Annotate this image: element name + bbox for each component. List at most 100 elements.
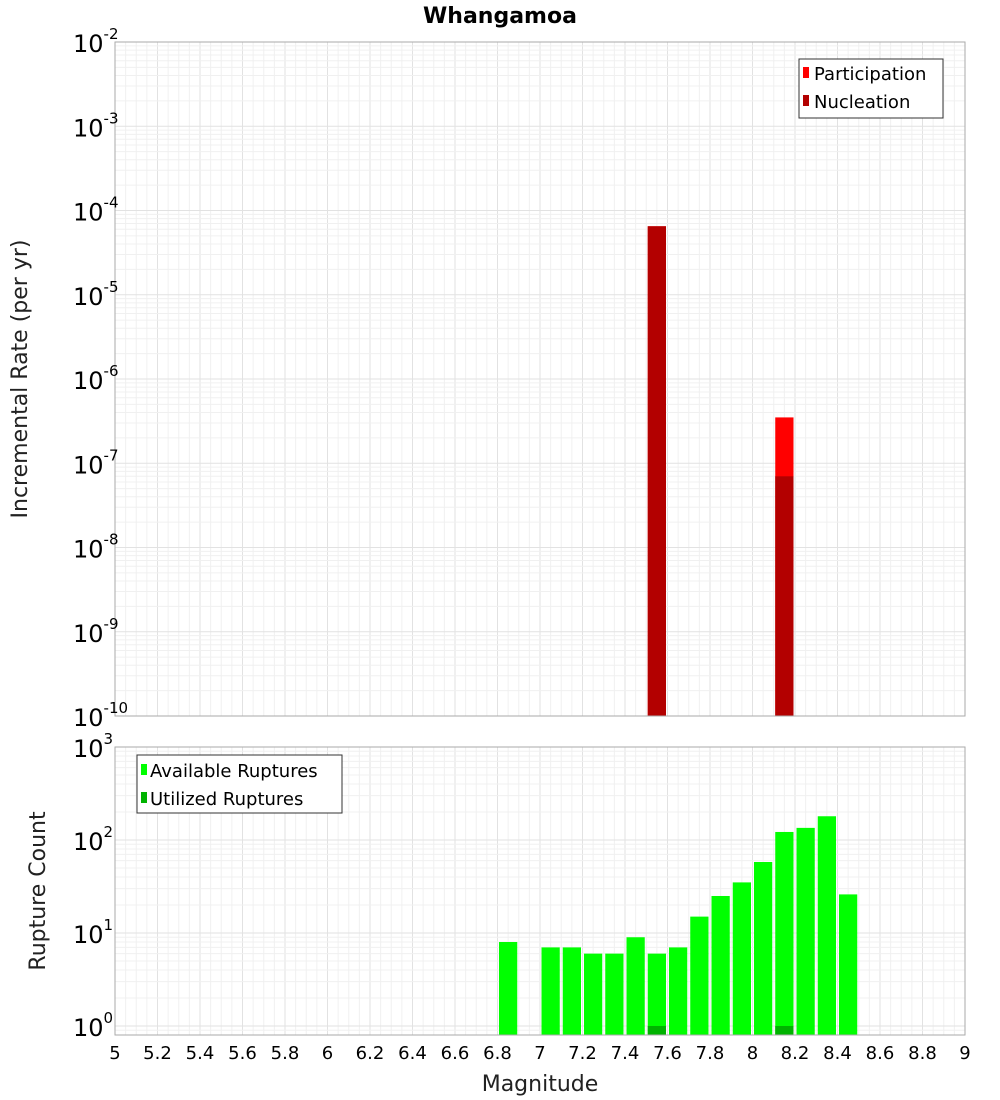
tick-base: 10 [73, 536, 104, 564]
tick-base: 10 [73, 114, 104, 142]
x-tick-label: 6.2 [356, 1043, 385, 1064]
count-y-tick-label: 101 [73, 916, 113, 949]
legend-label-available: Available Ruptures [150, 761, 318, 782]
rate-y-tick-label: 10-7 [73, 446, 119, 479]
x-tick-label: 8.8 [908, 1043, 937, 1064]
x-tick-label: 6.4 [398, 1043, 427, 1064]
count-y-tick-label: 102 [73, 823, 113, 856]
tick-base: 10 [73, 921, 104, 949]
tick-base: 10 [73, 451, 104, 479]
tick-exponent: -6 [104, 362, 119, 380]
bar-nucleation [775, 476, 794, 716]
count-plot-frame [114, 746, 966, 1036]
tick-exponent: -5 [104, 278, 119, 296]
tick-base: 10 [73, 199, 104, 227]
x-tick-label: 5.6 [228, 1043, 257, 1064]
bar-available-ruptures [817, 816, 836, 1035]
rate-y-tick-label: 10-4 [73, 194, 119, 227]
rate-y-tick-label: 10-6 [73, 362, 119, 395]
count-bars [499, 816, 858, 1035]
x-tick-label: 7.6 [653, 1043, 682, 1064]
rate-grid [114, 41, 966, 717]
x-tick-label: 8.4 [823, 1043, 852, 1064]
x-tick-label: 7.8 [696, 1043, 725, 1064]
bar-utilized-ruptures [647, 1025, 666, 1035]
tick-base: 10 [73, 1014, 104, 1042]
x-tick-label: 6.6 [441, 1043, 470, 1064]
count-legend: Available Ruptures Utilized Ruptures [136, 754, 343, 814]
tick-base: 10 [73, 620, 104, 648]
rate-y-tick-label: 10-9 [73, 615, 119, 648]
x-tick-label: 6 [322, 1043, 333, 1064]
rate-y-tick-label: 10-3 [73, 109, 119, 142]
legend-label-nucleation: Nucleation [814, 92, 910, 113]
rate-y-tick-label: 10-10 [73, 699, 128, 732]
tick-base: 10 [73, 735, 104, 763]
bar-available-ruptures [690, 916, 709, 1035]
bar-available-ruptures [584, 953, 603, 1035]
bar-available-ruptures [647, 953, 666, 1035]
bar-available-ruptures [775, 831, 794, 1035]
chart-title: Whangamoa [423, 4, 577, 29]
x-tick-label: 8.2 [781, 1043, 810, 1064]
x-tick-label: 6.8 [483, 1043, 512, 1064]
x-tick-label: 7.2 [568, 1043, 597, 1064]
legend-swatch-utilized [141, 792, 147, 803]
tick-exponent: 3 [104, 730, 114, 748]
bar-utilized-ruptures [775, 1025, 794, 1035]
bar-available-ruptures [796, 827, 815, 1035]
count-y-axis-label: Rupture Count [26, 811, 51, 971]
x-axis-label: Magnitude [482, 1072, 599, 1097]
rate-y-tick-label: 10-2 [73, 25, 119, 58]
tick-exponent: -8 [104, 531, 119, 549]
x-tick-label: 7.4 [611, 1043, 640, 1064]
legend-label-participation: Participation [814, 64, 926, 85]
bar-nucleation [647, 226, 666, 716]
rate-legend: Participation Nucleation [798, 58, 944, 119]
tick-base: 10 [73, 367, 104, 395]
count-y-tick-label: 103 [73, 730, 113, 763]
x-tick-label: 7 [534, 1043, 545, 1064]
tick-exponent: -9 [104, 615, 119, 633]
x-tick-label: 5.8 [271, 1043, 300, 1064]
rate-bars [647, 226, 794, 716]
rate-legend-box [798, 58, 944, 119]
bar-available-ruptures [839, 894, 858, 1035]
bar-available-ruptures [562, 947, 581, 1035]
legend-swatch-available [141, 764, 147, 775]
bar-available-ruptures [669, 947, 688, 1035]
legend-label-utilized: Utilized Ruptures [150, 789, 303, 810]
bar-available-ruptures [626, 937, 645, 1035]
bar-available-ruptures [754, 861, 773, 1035]
tick-base: 10 [73, 828, 104, 856]
tick-exponent: -2 [104, 25, 119, 43]
tick-exponent: 0 [104, 1009, 114, 1027]
tick-exponent: -4 [104, 194, 119, 212]
x-tick-label: 9 [959, 1043, 970, 1064]
count-x-ticks: 5 5.2 5.4 5.6 5.8 6 6.2 6.4 6.6 6.8 7 7.2 7.4 7.6 7.8 8… [109, 1043, 970, 1064]
bar-available-ruptures [541, 947, 560, 1035]
x-tick-label: 5 [109, 1043, 120, 1064]
rate-y-tick-label: 10-5 [73, 278, 119, 311]
tick-base: 10 [73, 704, 104, 732]
bar-available-ruptures [499, 942, 518, 1035]
legend-swatch-participation [803, 67, 809, 78]
x-tick-label: 5.2 [143, 1043, 172, 1064]
tick-base: 10 [73, 283, 104, 311]
tick-exponent: 2 [104, 823, 114, 841]
tick-exponent: -10 [104, 699, 129, 717]
bar-available-ruptures [732, 882, 751, 1035]
tick-exponent: 1 [104, 916, 114, 934]
legend-swatch-nucleation [803, 95, 809, 106]
tick-exponent: -7 [104, 446, 119, 464]
x-tick-label: 5.4 [186, 1043, 215, 1064]
tick-exponent: -3 [104, 109, 119, 127]
tick-base: 10 [73, 30, 104, 58]
x-tick-label: 8.6 [866, 1043, 895, 1064]
x-tick-label: 8 [747, 1043, 758, 1064]
